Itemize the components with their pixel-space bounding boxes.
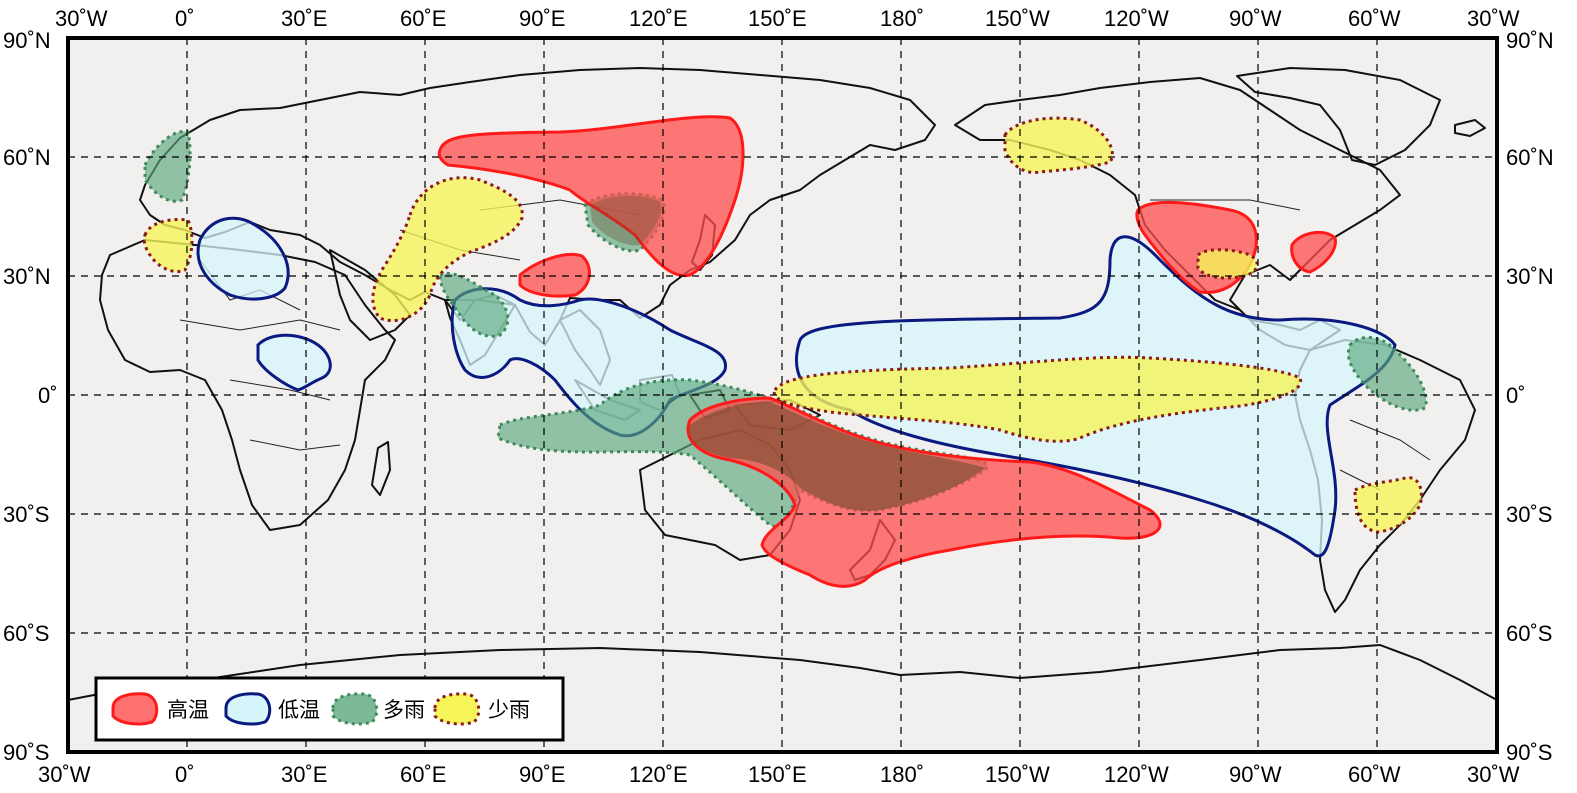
top-tick-label: 30˚W (1467, 6, 1520, 31)
iberia-dry-region (142, 218, 194, 274)
map-frame (66, 36, 1499, 754)
mediterranean-cold-region (196, 216, 290, 301)
left-tick-label: 0˚ (38, 383, 58, 408)
bottom-tick-label: 120˚E (629, 762, 688, 787)
southern-brazil-dry-region (1353, 476, 1423, 534)
top-tick-label: 30˚W (55, 6, 108, 31)
top-tick-label: 180˚ (880, 6, 924, 31)
top-tick-label: 0˚ (175, 6, 195, 31)
legend-box (94, 676, 565, 742)
bottom-tick-label: 30˚W (38, 762, 91, 787)
top-tick-label: 30˚E (281, 6, 327, 31)
legend-warm-swatch (111, 692, 159, 726)
left-tick-label: 90˚S (3, 740, 49, 765)
bottom-tick-label: 30˚E (281, 762, 327, 787)
bottom-tick-label: 150˚W (985, 762, 1050, 787)
scandinavia-wet-region (143, 129, 192, 203)
right-tick-label: 30˚S (1506, 502, 1552, 527)
top-tick-label: 60˚E (400, 6, 446, 31)
bottom-tick-label: 0˚ (175, 762, 195, 787)
top-tick-label: 120˚W (1104, 6, 1169, 31)
top-tick-label: 150˚E (748, 6, 807, 31)
bottom-tick-label: 90˚E (519, 762, 565, 787)
bottom-tick-label: 120˚W (1104, 762, 1169, 787)
top-tick-label: 120˚E (629, 6, 688, 31)
right-tick-label: 0˚ (1506, 383, 1526, 408)
central-africa-cold-region (256, 333, 332, 392)
left-tick-label: 90˚N (3, 28, 51, 53)
overlap-shade-region (688, 402, 985, 511)
north-america-east-warm-region (1290, 230, 1337, 274)
top-tick-label: 90˚E (519, 6, 565, 31)
alaska-dry-region (1003, 116, 1114, 175)
bottom-tick-label: 30˚W (1467, 762, 1520, 787)
legend-cold-swatch (224, 692, 272, 726)
legend: 高温 低温 多雨 少雨 (94, 676, 565, 742)
right-tick-label: 90˚S (1506, 740, 1552, 765)
south-asia-warm-region (518, 252, 591, 298)
left-tick-label: 30˚N (3, 264, 51, 289)
top-axis-labels: 30˚W 0˚ 30˚E 60˚E 90˚E 120˚E 150˚E 180˚ … (55, 6, 1520, 31)
right-tick-label: 30˚N (1506, 264, 1554, 289)
india-wet-region (438, 272, 510, 338)
right-tick-label: 60˚S (1506, 621, 1552, 646)
top-tick-label: 90˚W (1229, 6, 1282, 31)
legend-cold-label: 低温 (278, 698, 320, 722)
bottom-tick-label: 150˚E (748, 762, 807, 787)
right-tick-label: 60˚N (1506, 145, 1554, 170)
gulf-of-mexico-dry-region (1196, 248, 1259, 280)
bottom-tick-label: 90˚W (1229, 762, 1282, 787)
top-tick-label: 150˚W (985, 6, 1050, 31)
bottom-tick-label: 60˚E (400, 762, 446, 787)
right-tick-label: 90˚N (1506, 28, 1554, 53)
central-asia-dry-region (371, 176, 524, 323)
bottom-tick-label: 180˚ (880, 762, 924, 787)
bottom-tick-label: 60˚W (1348, 762, 1401, 787)
graticule (68, 38, 1497, 752)
left-tick-label: 60˚S (3, 621, 49, 646)
right-axis-labels: 90˚N 60˚N 30˚N 0˚ 30˚S 60˚S 90˚S (1506, 28, 1554, 765)
top-tick-label: 60˚W (1348, 6, 1401, 31)
left-tick-label: 30˚S (3, 502, 49, 527)
left-axis-labels: 90˚N 60˚N 30˚N 0˚ 30˚S 60˚S 90˚S (3, 28, 58, 765)
legend-dry-swatch (433, 692, 481, 726)
legend-wet-swatch (331, 692, 379, 726)
legend-warm-label: 高温 (167, 698, 209, 722)
overlap-shade-region-mongolia (590, 195, 662, 246)
legend-wet-label: 多雨 (383, 698, 425, 722)
northern-south-america-wet-region (1346, 336, 1428, 412)
left-tick-label: 60˚N (3, 145, 51, 170)
bottom-axis-labels: 30˚W 0˚ 30˚E 60˚E 90˚E 120˚E 150˚E 180˚ … (38, 762, 1520, 787)
legend-dry-label: 少雨 (488, 698, 530, 722)
